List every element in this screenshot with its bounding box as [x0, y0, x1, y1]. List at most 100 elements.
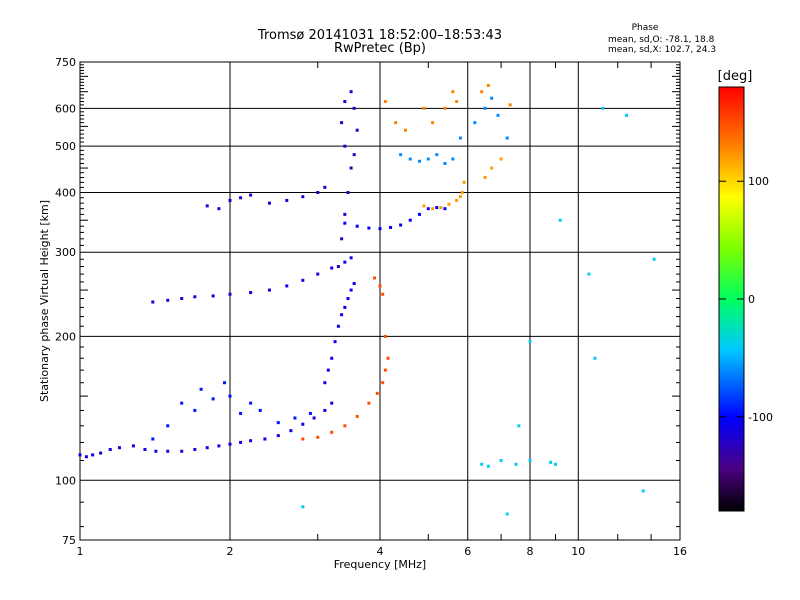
data-point: [346, 297, 350, 301]
data-point: [422, 204, 426, 208]
colorbar-ticks: 100 0 -100: [719, 175, 773, 424]
data-point: [330, 356, 334, 360]
data-point: [480, 462, 484, 466]
data-point: [340, 237, 344, 241]
data-point: [355, 224, 359, 228]
data-point: [383, 334, 387, 338]
data-point: [323, 185, 327, 189]
data-point: [228, 292, 232, 296]
data-point: [355, 414, 359, 418]
data-point: [403, 128, 407, 132]
data-point: [593, 356, 597, 360]
data-point: [373, 276, 377, 280]
data-point: [301, 422, 305, 426]
data-point: [349, 256, 353, 260]
y-tick-label: 100: [55, 474, 76, 487]
data-point: [330, 266, 334, 270]
data-point: [528, 340, 532, 344]
data-point: [528, 458, 532, 462]
data-point: [378, 284, 382, 288]
data-point: [439, 206, 443, 210]
data-point: [517, 424, 521, 428]
data-point: [193, 408, 197, 412]
data-point: [473, 121, 477, 125]
data-point: [301, 437, 305, 441]
data-point: [228, 394, 232, 398]
data-point: [343, 144, 347, 148]
data-point: [333, 340, 337, 344]
colorbar-tick-label: 100: [748, 175, 769, 188]
data-point: [451, 157, 455, 161]
data-point: [180, 449, 184, 453]
data-point: [483, 106, 487, 110]
data-point: [316, 435, 320, 439]
data-point: [249, 291, 253, 295]
data-point: [180, 401, 184, 405]
data-point: [276, 421, 280, 425]
data-point: [652, 257, 656, 261]
data-point: [558, 218, 562, 222]
data-point: [443, 207, 447, 211]
y-tick-label: 750: [55, 56, 76, 69]
y-tick-label: 500: [55, 140, 76, 153]
data-point: [378, 227, 382, 231]
data-point: [399, 223, 403, 227]
data-point: [486, 464, 490, 468]
data-point: [458, 136, 462, 140]
data-point: [553, 462, 557, 466]
minor-ticks: [80, 62, 680, 540]
data-point: [462, 180, 466, 184]
stats-header: Phase: [632, 23, 659, 33]
data-point: [267, 288, 271, 292]
data-point: [166, 424, 170, 428]
data-point: [349, 90, 353, 94]
x-axis-label: Frequency [MHz]: [334, 558, 426, 571]
data-point: [249, 193, 253, 197]
data-point: [249, 401, 253, 405]
y-tick-label: 75: [62, 534, 76, 547]
x-tick-label: 16: [673, 545, 687, 558]
y-tick-labels: 75 100 200 300 400 500 600 750: [55, 56, 76, 547]
data-point: [505, 136, 509, 140]
data-point: [367, 401, 371, 405]
data-point: [447, 202, 451, 206]
data-point: [180, 297, 184, 301]
data-point: [431, 121, 435, 125]
data-point: [276, 434, 280, 438]
data-point: [323, 381, 327, 385]
x-tick-label: 1: [77, 545, 84, 558]
y-tick-label: 200: [55, 330, 76, 343]
data-point: [267, 201, 271, 205]
data-point: [84, 455, 88, 459]
data-point: [499, 157, 503, 161]
data-point: [211, 397, 215, 401]
data-point: [312, 416, 316, 420]
x-tick-label: 2: [227, 545, 234, 558]
data-point: [355, 128, 359, 132]
data-point: [99, 451, 103, 455]
data-point: [91, 453, 95, 457]
data-point: [426, 157, 430, 161]
data-point: [490, 96, 494, 100]
data-point: [258, 408, 262, 412]
data-point: [323, 408, 327, 412]
data-point: [308, 411, 312, 415]
data-points: [78, 83, 656, 516]
y-tick-label: 600: [55, 102, 76, 115]
data-point: [343, 100, 347, 104]
data-point: [316, 272, 320, 276]
data-point: [301, 505, 305, 509]
x-tick-labels: 1 2 4 6 8 10 16: [77, 545, 688, 558]
data-point: [211, 294, 215, 298]
y-tick-label: 400: [55, 186, 76, 199]
data-point: [285, 284, 289, 288]
data-point: [426, 207, 430, 211]
data-point: [455, 198, 459, 202]
data-point: [394, 121, 398, 125]
data-point: [289, 429, 293, 433]
data-point: [375, 391, 379, 395]
stats-x-line: mean, sd,X: 102.7, 24.3: [608, 45, 716, 55]
data-point: [343, 424, 347, 428]
data-point: [343, 260, 347, 264]
data-point: [340, 313, 344, 317]
